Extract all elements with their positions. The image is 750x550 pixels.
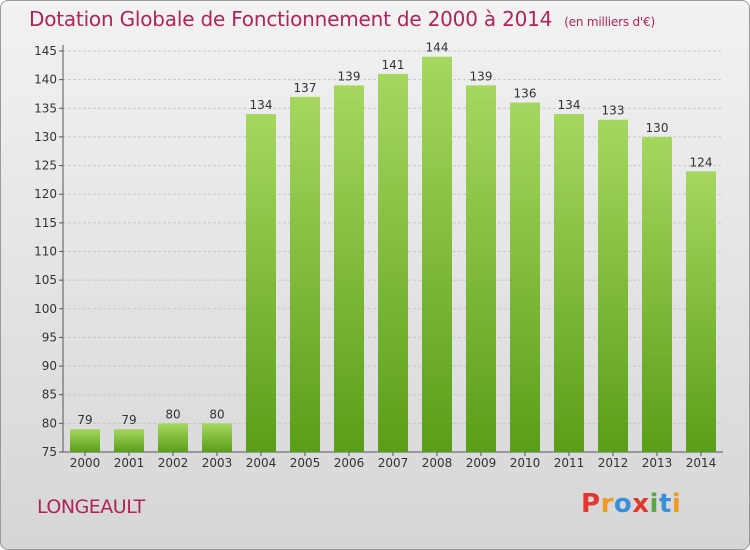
x-tick-label: 2003 — [202, 456, 233, 470]
x-tick-label: 2014 — [686, 456, 717, 470]
data-label: 80 — [165, 407, 180, 421]
x-tick-label: 2005 — [290, 456, 321, 470]
bar — [378, 73, 408, 453]
x-tick-label: 2002 — [158, 456, 189, 470]
bar — [686, 171, 716, 453]
y-tick-label: 90 — [42, 359, 57, 373]
bar — [642, 136, 672, 452]
bar — [70, 429, 100, 452]
bar — [334, 85, 364, 452]
x-tick-label: 2012 — [598, 456, 629, 470]
unit-note: (en milliers d'€) — [564, 15, 655, 29]
x-tick-label: 2008 — [422, 456, 453, 470]
data-label: 134 — [250, 98, 273, 112]
bar — [290, 96, 320, 452]
y-tick-label: 135 — [34, 101, 57, 115]
data-label: 79 — [77, 413, 92, 427]
data-label: 124 — [690, 155, 713, 169]
x-tick-label: 2009 — [466, 456, 497, 470]
data-label: 139 — [470, 69, 493, 83]
commune-name: LONGEAULT — [37, 496, 145, 518]
data-label: 136 — [514, 87, 537, 101]
logo-letter: o — [613, 489, 633, 519]
x-tick-label: 2000 — [70, 456, 101, 470]
data-label: 144 — [426, 41, 449, 55]
x-tick-label: 2010 — [510, 456, 541, 470]
data-label: 134 — [558, 98, 581, 112]
data-label: 133 — [602, 104, 625, 118]
chart-title: Dotation Globale de Fonctionnement de 20… — [29, 7, 655, 31]
x-tick-label: 2006 — [334, 456, 365, 470]
logo-letter: x — [632, 489, 650, 519]
bar — [114, 429, 144, 452]
data-label: 80 — [209, 407, 224, 421]
logo-letter: r — [600, 489, 614, 519]
y-tick-label: 105 — [34, 273, 57, 287]
x-tick-label: 2011 — [554, 456, 585, 470]
y-tick-label: 85 — [42, 388, 57, 402]
x-tick-label: 2004 — [246, 456, 277, 470]
y-tick-label: 115 — [34, 216, 57, 230]
bar — [466, 85, 496, 452]
title-text: Dotation Globale de Fonctionnement de 20… — [29, 7, 553, 31]
y-tick-label: 100 — [34, 302, 57, 316]
y-tick-label: 125 — [34, 159, 57, 173]
logo-letter: i — [671, 489, 682, 519]
bar — [158, 423, 188, 452]
bar — [554, 114, 584, 452]
y-tick-label: 120 — [34, 187, 57, 201]
data-label: 141 — [382, 58, 405, 72]
proxiti-logo: Proxiti — [581, 489, 681, 519]
data-label: 130 — [646, 121, 669, 135]
bar — [510, 102, 540, 453]
y-tick-label: 130 — [34, 130, 57, 144]
y-tick-label: 75 — [42, 445, 57, 459]
x-tick-label: 2001 — [114, 456, 145, 470]
bar — [422, 56, 452, 452]
y-tick-label: 95 — [42, 330, 57, 344]
data-label: 137 — [294, 81, 317, 95]
x-tick-label: 2007 — [378, 456, 409, 470]
bar — [202, 423, 232, 452]
logo-letter: P — [581, 489, 601, 519]
data-label: 79 — [121, 413, 136, 427]
x-tick-label: 2013 — [642, 456, 673, 470]
data-label: 139 — [338, 69, 361, 83]
y-tick-label: 140 — [34, 73, 57, 87]
bar — [246, 114, 276, 452]
logo-letter: t — [658, 489, 672, 519]
logo-letter: i — [649, 489, 659, 519]
y-tick-label: 110 — [34, 245, 57, 259]
bar — [598, 119, 628, 452]
y-tick-label: 145 — [34, 44, 57, 58]
y-tick-label: 80 — [42, 416, 57, 430]
